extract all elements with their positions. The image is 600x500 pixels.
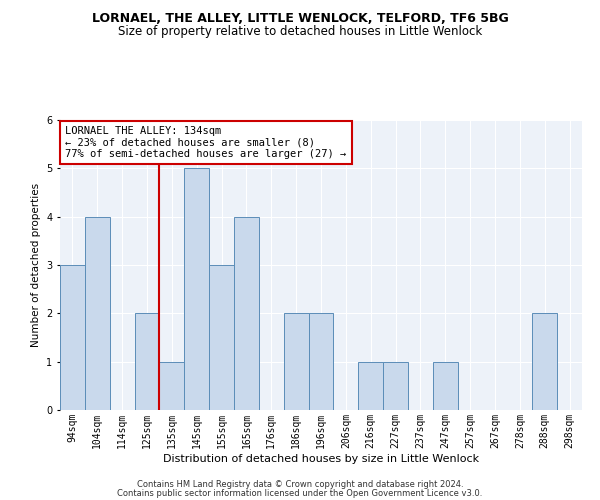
Bar (284, 314, 308, 410)
Bar (308, 314, 334, 410)
X-axis label: Distribution of detached houses by size in Little Wenlock: Distribution of detached houses by size … (163, 454, 479, 464)
Text: LORNAEL THE ALLEY: 134sqm
← 23% of detached houses are smaller (8)
77% of semi-d: LORNAEL THE ALLEY: 134sqm ← 23% of detac… (65, 126, 346, 159)
Bar (383, 362, 408, 410)
Bar (60, 265, 85, 410)
Text: LORNAEL, THE ALLEY, LITTLE WENLOCK, TELFORD, TF6 5BG: LORNAEL, THE ALLEY, LITTLE WENLOCK, TELF… (92, 12, 508, 26)
Bar (234, 216, 259, 410)
Text: Contains HM Land Registry data © Crown copyright and database right 2024.: Contains HM Land Registry data © Crown c… (137, 480, 463, 489)
Bar (160, 362, 184, 410)
Bar (134, 314, 160, 410)
Bar (358, 362, 383, 410)
Bar (532, 314, 557, 410)
Bar (209, 265, 234, 410)
Bar (184, 168, 209, 410)
Text: Size of property relative to detached houses in Little Wenlock: Size of property relative to detached ho… (118, 25, 482, 38)
Y-axis label: Number of detached properties: Number of detached properties (31, 183, 41, 347)
Bar (85, 216, 110, 410)
Bar (433, 362, 458, 410)
Text: Contains public sector information licensed under the Open Government Licence v3: Contains public sector information licen… (118, 489, 482, 498)
